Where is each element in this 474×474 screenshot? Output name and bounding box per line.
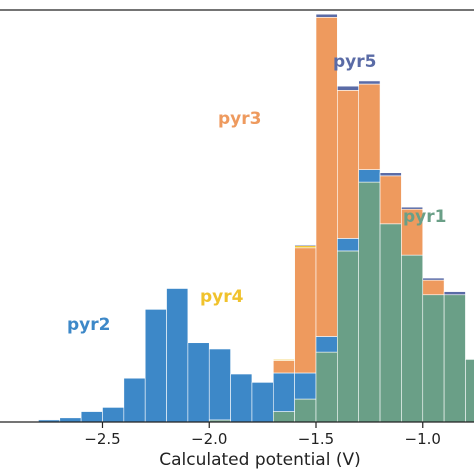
bar-pyr4-bin-11 [272,359,295,361]
x-ticks: −2.5 −2.0 −1.5 −1.0 [84,422,441,448]
bar-pyr1-bin-19 [443,294,466,423]
bar-pyr2-bin-5 [144,309,167,423]
bar-pyr3-bin-15 [358,83,381,170]
label-pyr2: pyr2 [67,315,110,335]
bar-pyr5-bin-14 [337,85,360,91]
bar-pyr2-bin-3 [102,407,125,423]
label-pyr1: pyr1 [403,207,446,227]
bar-pyr5-bin-17 [401,206,424,210]
bar-pyr5-bin-16 [379,172,402,177]
x-tick-label-0: −2.5 [84,430,120,448]
bar-pyr1-bin-11 [272,411,295,423]
bar-pyr2-bin-15 [358,169,381,183]
bar-pyr3-bin-12 [294,247,317,374]
bar-pyr1-bin-17 [401,254,424,423]
bar-pyr1-bin-14 [337,250,360,423]
bar-pyr2-bin-2 [80,411,103,423]
x-tick-label-1: −2.0 [191,430,227,448]
bar-pyr2-bin-1 [59,417,82,423]
bar-pyr2-bin-6 [166,288,189,423]
bar-pyr2-bin-4 [123,377,146,423]
bar-pyr1-bin-20 [465,359,474,423]
bar-pyr5-bin-15 [358,80,381,85]
label-pyr4: pyr4 [200,287,244,307]
label-pyr3: pyr3 [218,109,261,129]
bar-pyr2-bin-11 [272,372,295,412]
bars-layer [38,13,474,423]
bar-pyr5-bin-13 [315,13,338,18]
bar-pyr5-bin-12 [294,244,317,247]
x-axis-title: Calculated potential (V) [159,450,361,470]
bar-pyr1-bin-16 [379,223,402,423]
bar-pyr2-bin-8 [208,348,231,421]
bar-pyr2-bin-12 [294,372,317,400]
bar-pyr3-bin-16 [379,175,402,225]
bar-pyr1-bin-12 [294,398,317,423]
bar-pyr5-bin-18 [422,277,445,281]
bar-pyr1-bin-18 [422,294,445,423]
label-pyr5: pyr5 [333,52,376,72]
bar-pyr3-bin-11 [272,360,295,374]
bar-pyr1-bin-13 [315,351,338,423]
bar-pyr5-bin-19 [443,291,466,296]
bar-pyr2-bin-14 [337,238,360,252]
bar-pyr2-bin-13 [315,336,338,353]
bar-pyr3-bin-14 [337,90,360,239]
bar-pyr3-bin-18 [422,279,445,296]
bar-pyr2-bin-9 [230,373,253,423]
x-tick-label-2: −1.5 [298,430,334,448]
x-tick-label-3: −1.0 [405,430,441,448]
bar-pyr2-bin-10 [251,382,274,423]
bar-pyr1-bin-15 [358,181,381,423]
bar-pyr2-bin-7 [187,342,210,423]
bar-pyr4-bin-12 [294,245,317,249]
